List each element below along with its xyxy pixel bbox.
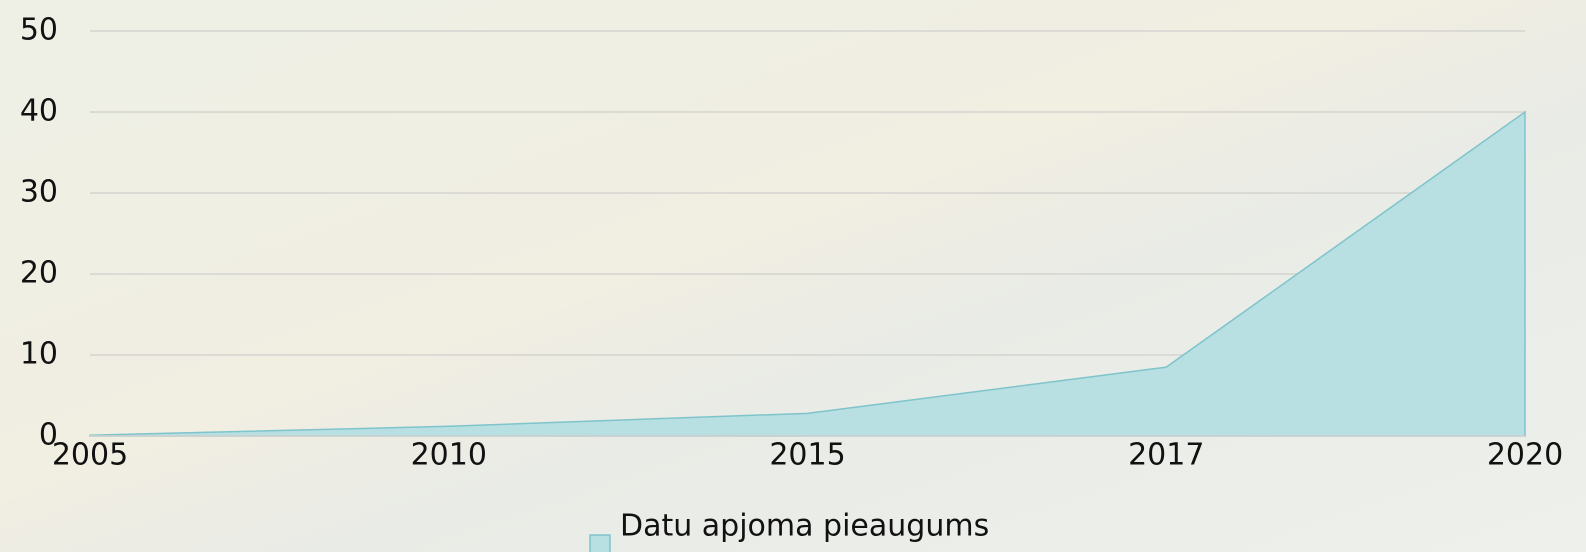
page: {"chart_data": {"type": "area", "categor… [0,0,1586,552]
legend-label: Datu apjoma pieaugums [620,509,989,544]
x-tick-label: 2020 [1487,438,1563,473]
legend-swatch [590,535,610,552]
x-tick-label: 2005 [52,438,128,473]
y-tick-label: 30 [20,175,58,210]
x-tick-label: 2010 [411,438,487,473]
y-tick-label: 50 [20,13,58,48]
y-tick-label: 10 [20,337,58,372]
x-tick-label: 2017 [1128,438,1204,473]
y-tick-label: 20 [20,256,58,291]
x-tick-label: 2015 [769,438,845,473]
chart: 0102030405020052010201520172020Datu apjo… [0,0,1586,552]
y-tick-label: 40 [20,94,58,129]
